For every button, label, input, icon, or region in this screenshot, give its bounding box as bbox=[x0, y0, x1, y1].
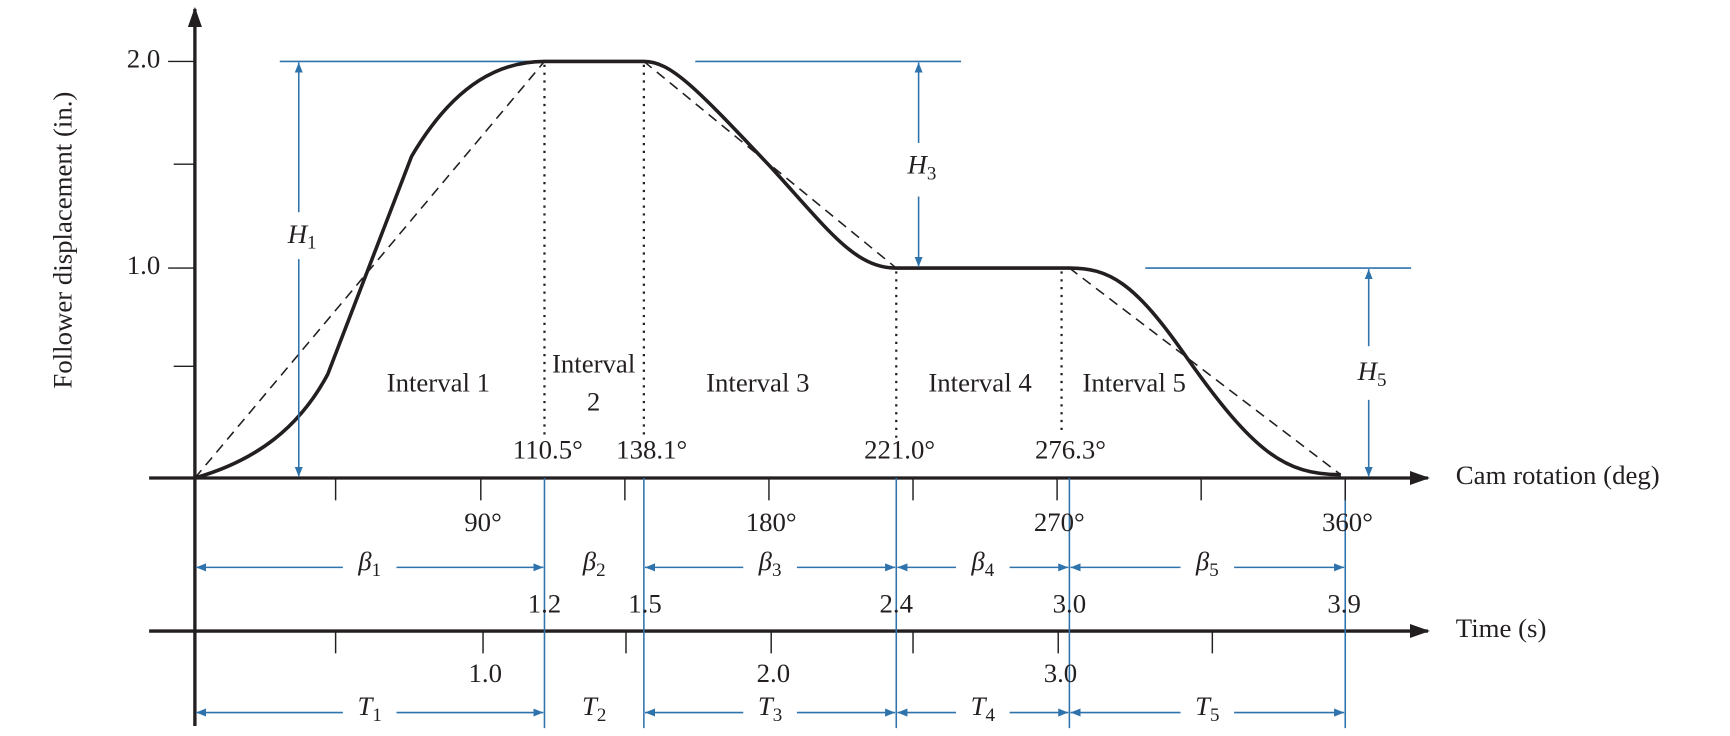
boundary-time: 3.0 bbox=[1053, 589, 1087, 619]
rise-label-symbol: H bbox=[1357, 356, 1379, 386]
cam-tick-label: 270° bbox=[1034, 507, 1085, 537]
beta-label-symbol: β bbox=[758, 546, 773, 576]
y-tick-label: 2.0 bbox=[127, 44, 161, 74]
period-label: T5 bbox=[1195, 691, 1219, 726]
period-label: T4 bbox=[971, 691, 996, 726]
rise-label-symbol: H bbox=[907, 150, 929, 180]
boundary-angle: 276.3° bbox=[1035, 434, 1106, 464]
boundary-angle: 138.1° bbox=[616, 434, 687, 464]
period-label-symbol: T bbox=[1195, 691, 1212, 721]
beta-label: β4 bbox=[970, 546, 994, 581]
cam-tick-label: 90° bbox=[464, 507, 502, 537]
beta-label: β1 bbox=[357, 546, 381, 581]
interval-label: Interval 3 bbox=[706, 367, 809, 397]
beta-label: β3 bbox=[758, 546, 782, 581]
period-label-symbol: T bbox=[971, 691, 988, 721]
period-label-symbol: T bbox=[582, 691, 599, 721]
boundary-time: 1.5 bbox=[628, 589, 662, 619]
beta-label: β2 bbox=[582, 546, 606, 581]
boundary-time: 1.2 bbox=[528, 589, 562, 619]
interval-label: Interval 5 bbox=[1082, 367, 1185, 397]
rise-label-symbol: H bbox=[287, 219, 309, 249]
y-tick-label: 1.0 bbox=[127, 250, 161, 280]
time-axis-label: Time (s) bbox=[1456, 613, 1547, 643]
interval-label: Interval bbox=[552, 348, 635, 378]
boundary-time: 2.4 bbox=[880, 589, 914, 619]
beta-label-symbol: β bbox=[970, 546, 985, 576]
displacement-curve bbox=[194, 59, 1341, 480]
time-tick-label: 1.0 bbox=[469, 658, 503, 688]
time-tick-label: 2.0 bbox=[757, 658, 791, 688]
boundary-time: 3.9 bbox=[1327, 589, 1361, 619]
beta-label-symbol: β bbox=[1195, 546, 1210, 576]
y-axis-label: Follower displacement (in.) bbox=[47, 92, 77, 389]
rise-label: H5 bbox=[1357, 356, 1387, 391]
period-label-subscript: 3 bbox=[773, 705, 782, 726]
period-label-symbol: T bbox=[758, 691, 775, 721]
period-label: T3 bbox=[758, 691, 782, 726]
period-label-symbol: T bbox=[357, 691, 374, 721]
time-tick-label: 3.0 bbox=[1044, 658, 1078, 688]
period-label-subscript: 2 bbox=[597, 705, 606, 726]
rise-label: H3 bbox=[907, 150, 937, 185]
beta-label-subscript: 5 bbox=[1209, 560, 1218, 581]
interval-label: Interval 1 bbox=[387, 367, 490, 397]
period-label-subscript: 1 bbox=[372, 705, 381, 726]
period-label-subscript: 5 bbox=[1210, 705, 1219, 726]
period-label: T1 bbox=[357, 691, 381, 726]
boundary-angle: 110.5° bbox=[513, 434, 583, 464]
reference-lines bbox=[279, 60, 1412, 729]
rise-label: H1 bbox=[287, 219, 317, 254]
beta-label-symbol: β bbox=[582, 546, 597, 576]
cam-axis-label: Cam rotation (deg) bbox=[1456, 460, 1660, 490]
beta-label-symbol: β bbox=[357, 546, 372, 576]
interval-label: 2 bbox=[587, 386, 600, 416]
cam-tick-label: 360° bbox=[1322, 507, 1373, 537]
dotted-lines bbox=[543, 64, 1063, 438]
rise-label-subscript: 1 bbox=[307, 233, 316, 254]
beta-label-subscript: 4 bbox=[985, 560, 995, 581]
rise-label-subscript: 5 bbox=[1377, 370, 1386, 391]
beta-label-subscript: 3 bbox=[772, 560, 781, 581]
interval-label: Interval 4 bbox=[928, 367, 1031, 397]
rise-label-subscript: 3 bbox=[927, 164, 936, 185]
beta-label-subscript: 1 bbox=[372, 560, 381, 581]
period-label-subscript: 4 bbox=[986, 705, 996, 726]
cam-tick-label: 180° bbox=[746, 507, 797, 537]
beta-label: β5 bbox=[1195, 546, 1219, 581]
beta-label-subscript: 2 bbox=[596, 560, 605, 581]
period-label: T2 bbox=[582, 691, 606, 726]
boundary-angle: 221.0° bbox=[864, 434, 935, 464]
